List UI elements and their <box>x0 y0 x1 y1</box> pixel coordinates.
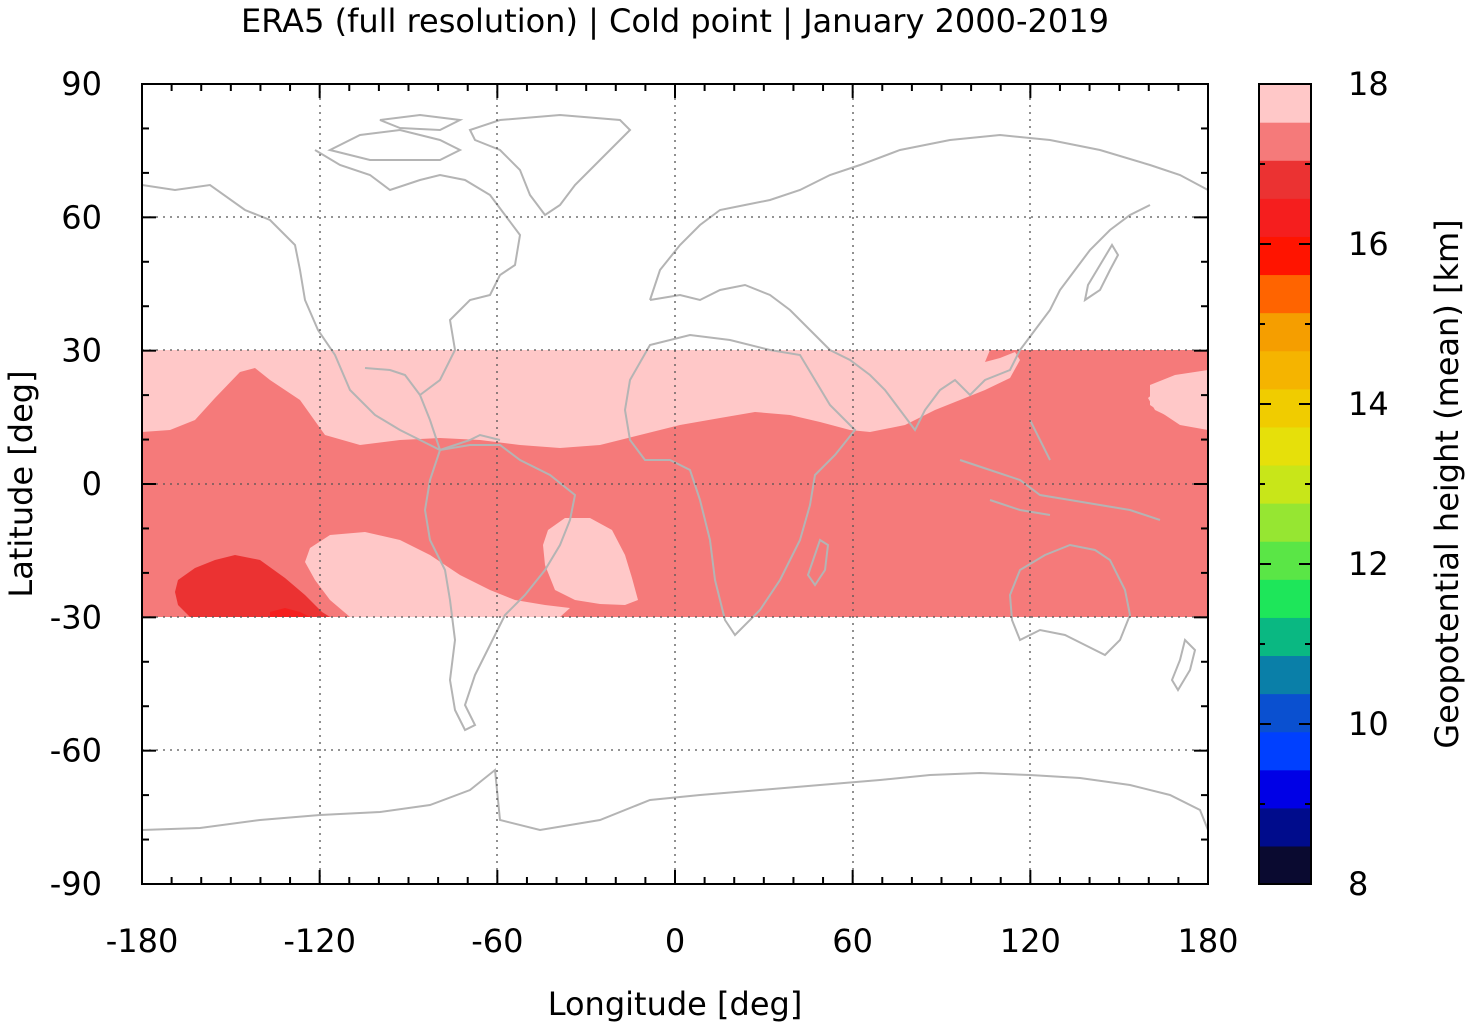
colorbar-swatch <box>1259 350 1311 390</box>
coast-africa <box>623 333 857 637</box>
colorbar-swatch <box>1259 503 1311 542</box>
coast-japan <box>1083 243 1120 303</box>
colorbar-tick-label: 10 <box>1348 705 1389 743</box>
y-axis-title: Latitude [deg] <box>2 370 40 597</box>
colorbar-swatch <box>1259 84 1311 123</box>
y-tick-label: 30 <box>61 332 102 370</box>
region-low-southpacific <box>270 608 310 617</box>
x-tick-label: 0 <box>665 922 685 960</box>
region-high-southatlantic <box>543 518 638 605</box>
colorbar-tick-labels: 18 16 14 12 10 8 <box>1348 65 1389 903</box>
tick-marks <box>141 83 1209 885</box>
region-high-north-main <box>142 350 1020 448</box>
region-mid-southpacific <box>175 555 330 617</box>
region-high-southpacific <box>305 532 570 617</box>
colorbar-swatch <box>1259 845 1311 885</box>
coast-madagascar <box>806 538 830 587</box>
coast-south-america <box>423 444 577 732</box>
y-tick-label: -60 <box>50 732 102 770</box>
x-tick-labels: -180 -120 -60 0 60 120 180 <box>106 922 1239 960</box>
coast-se-asia-islands <box>959 419 1161 521</box>
colorbar-tick-label: 12 <box>1348 545 1389 583</box>
colorbar-swatch <box>1259 693 1311 733</box>
coast-antarctica <box>142 768 1208 832</box>
colorbar-swatch <box>1259 198 1311 237</box>
colorbar-tick-label: 8 <box>1348 865 1368 903</box>
colorbar-swatch <box>1259 426 1311 466</box>
x-tick-label: -60 <box>471 922 523 960</box>
colorbar-tick-label: 16 <box>1348 225 1389 263</box>
colorbar-swatch <box>1259 274 1311 314</box>
coast-australia <box>1008 543 1132 657</box>
y-tick-label: 90 <box>61 65 102 103</box>
coast-new-zealand <box>1170 638 1197 692</box>
coast-greenland <box>468 113 632 217</box>
grid <box>142 84 1208 884</box>
colorbar <box>1259 84 1311 885</box>
chart-title: ERA5 (full resolution) | Cold point | Ja… <box>241 2 1109 40</box>
colorbar-swatch <box>1259 464 1311 504</box>
y-tick-label: 60 <box>61 198 102 236</box>
colorbar-swatch <box>1259 579 1311 618</box>
x-axis-title: Longitude [deg] <box>548 985 803 1023</box>
colorbar-tick-label: 14 <box>1348 385 1389 423</box>
colorbar-swatch <box>1259 807 1311 847</box>
colorbar-swatch <box>1259 122 1311 161</box>
colorbar-swatch <box>1259 160 1311 199</box>
x-tick-label: -120 <box>283 922 356 960</box>
colorbar-swatch <box>1259 541 1311 580</box>
coast-north-america <box>142 149 522 452</box>
coast-arctic-islands <box>327 113 464 161</box>
colorbar-swatch <box>1259 655 1311 695</box>
y-tick-label: -90 <box>50 865 102 903</box>
x-tick-label: -180 <box>106 922 179 960</box>
colorbar-swatch <box>1259 312 1311 352</box>
colorbar-title: Geopotential height (mean) [km] <box>1428 219 1466 748</box>
y-tick-labels: 90 60 30 0 -30 -60 -90 <box>50 65 102 903</box>
region-high-east <box>1148 378 1208 430</box>
colorbar-swatch <box>1259 731 1311 771</box>
x-tick-label: 60 <box>832 922 873 960</box>
colorbar-tick-label: 18 <box>1348 65 1389 103</box>
x-tick-label: 180 <box>1177 922 1238 960</box>
y-tick-label: -30 <box>50 598 102 636</box>
coast-europe <box>649 133 1208 432</box>
colorbar-swatch <box>1259 617 1311 657</box>
y-tick-label: 0 <box>82 465 102 503</box>
coastlines <box>142 113 1208 832</box>
x-tick-label: 120 <box>1000 922 1061 960</box>
colorbar-swatch <box>1259 236 1311 276</box>
colorbar-swatch <box>1259 769 1311 809</box>
colorbar-ticks <box>1259 83 1311 885</box>
colorbar-swatch <box>1259 388 1311 428</box>
